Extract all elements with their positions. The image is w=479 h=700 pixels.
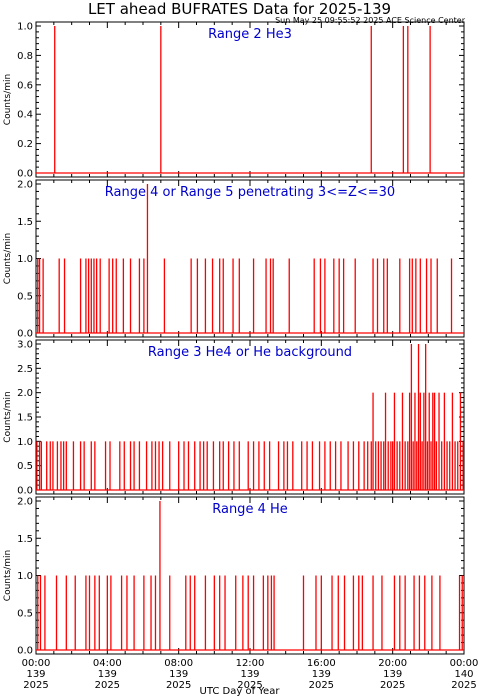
y-tick-label: 0.4 — [17, 110, 33, 121]
panel-4: 0.0 0.5 1.0 1.5 2.0 Counts/min Range 4 He — [3, 496, 465, 657]
y-axis-label: Counts/min — [3, 391, 13, 442]
x-tick-label-doy: 139 — [240, 669, 259, 680]
y-axis-label: Counts/min — [3, 233, 13, 284]
y-axis-label: Counts/min — [3, 550, 13, 601]
panel-label: Range 4 He — [212, 502, 288, 517]
x-tick-label-time: 08:00 — [164, 658, 193, 669]
x-tick-label-doy: 139 — [98, 669, 117, 680]
y-tick-label: 0.8 — [17, 51, 33, 62]
x-axis-title: UTC Day of Year — [199, 686, 280, 697]
x-tick-label-doy: 139 — [383, 669, 402, 680]
x-tick-label-doy: 139 — [26, 669, 45, 680]
y-tick-label: 0.2 — [17, 139, 33, 150]
panel-2: 0.0 0.5 1.0 1.5 2.0 Counts/min Range 4 or Rang… — [3, 179, 465, 340]
y-tick-label: 0.6 — [17, 80, 33, 91]
y-tick-label: 2.0 — [17, 497, 33, 508]
x-tick-label-year: 2025 — [166, 680, 191, 691]
y-tick-label: 0.0 — [17, 486, 33, 497]
x-tick-label-time: 12:00 — [236, 658, 265, 669]
y-tick-label: 1.5 — [17, 534, 33, 545]
x-tick-label-time: 00:00 — [450, 658, 479, 669]
x-tick-label-year: 2025 — [451, 680, 476, 691]
x-tick-label-year: 2025 — [380, 680, 405, 691]
x-tick-label-doy: 139 — [169, 669, 188, 680]
panel-3: 0.0 0.5 1.0 1.5 2.0 2.5 3.0 Counts/min Range 3 H… — [3, 339, 465, 497]
panel-label: Range 3 He4 or He background — [148, 345, 352, 360]
y-tick-label: 0.5 — [17, 608, 33, 619]
y-tick-label: 0.0 — [17, 646, 33, 657]
x-tick-label-year: 2025 — [309, 680, 334, 691]
x-tick-label-time: 04:00 — [93, 658, 122, 669]
y-tick-label: 2.0 — [17, 180, 33, 191]
x-tick-label-doy: 139 — [312, 669, 331, 680]
y-tick-label: 0.5 — [17, 291, 33, 302]
panel-label: Range 4 or Range 5 penetrating 3<=Z<=30 — [105, 185, 395, 200]
x-tick-label-time: 00:00 — [22, 658, 51, 669]
x-tick-label-time: 20:00 — [378, 658, 407, 669]
x-tick-label-year: 2025 — [23, 680, 48, 691]
x-tick-label-year: 2025 — [237, 680, 262, 691]
y-tick-label: 3.0 — [17, 340, 33, 351]
y-tick-label: 1.0 — [17, 22, 33, 33]
x-tick-label-doy: 140 — [454, 669, 473, 680]
panel-frame — [35, 21, 465, 178]
panel-label: Range 2 He3 — [208, 27, 292, 42]
y-tick-label: 1.0 — [17, 571, 33, 582]
y-tick-label: 1.5 — [17, 413, 33, 424]
y-axis-label: Counts/min — [3, 74, 13, 125]
chart-subtitle: Sun May 25 09:55:52 2025 ACE Science Cen… — [275, 16, 465, 25]
y-tick-label: 0.5 — [17, 461, 33, 472]
y-tick-label: 1.0 — [17, 254, 33, 265]
y-tick-label: 0.0 — [17, 169, 33, 180]
y-tick-label: 0.0 — [17, 329, 33, 340]
panel-1: 0.0 0.2 0.4 0.6 0.8 1.0 Counts/min Range 2 He3 — [3, 21, 465, 180]
x-tick-label-time: 16:00 — [307, 658, 336, 669]
chart-title: LET ahead BUFRATES Data for 2025-139 — [87, 0, 392, 18]
y-tick-label: 1.5 — [17, 217, 33, 228]
y-tick-label: 1.0 — [17, 437, 33, 448]
x-tick-label-year: 2025 — [95, 680, 120, 691]
x-axis: 00:00139202504:00139202508:00139202512:0… — [22, 658, 479, 691]
y-tick-label: 2.5 — [17, 364, 33, 375]
y-tick-label: 2.0 — [17, 388, 33, 399]
